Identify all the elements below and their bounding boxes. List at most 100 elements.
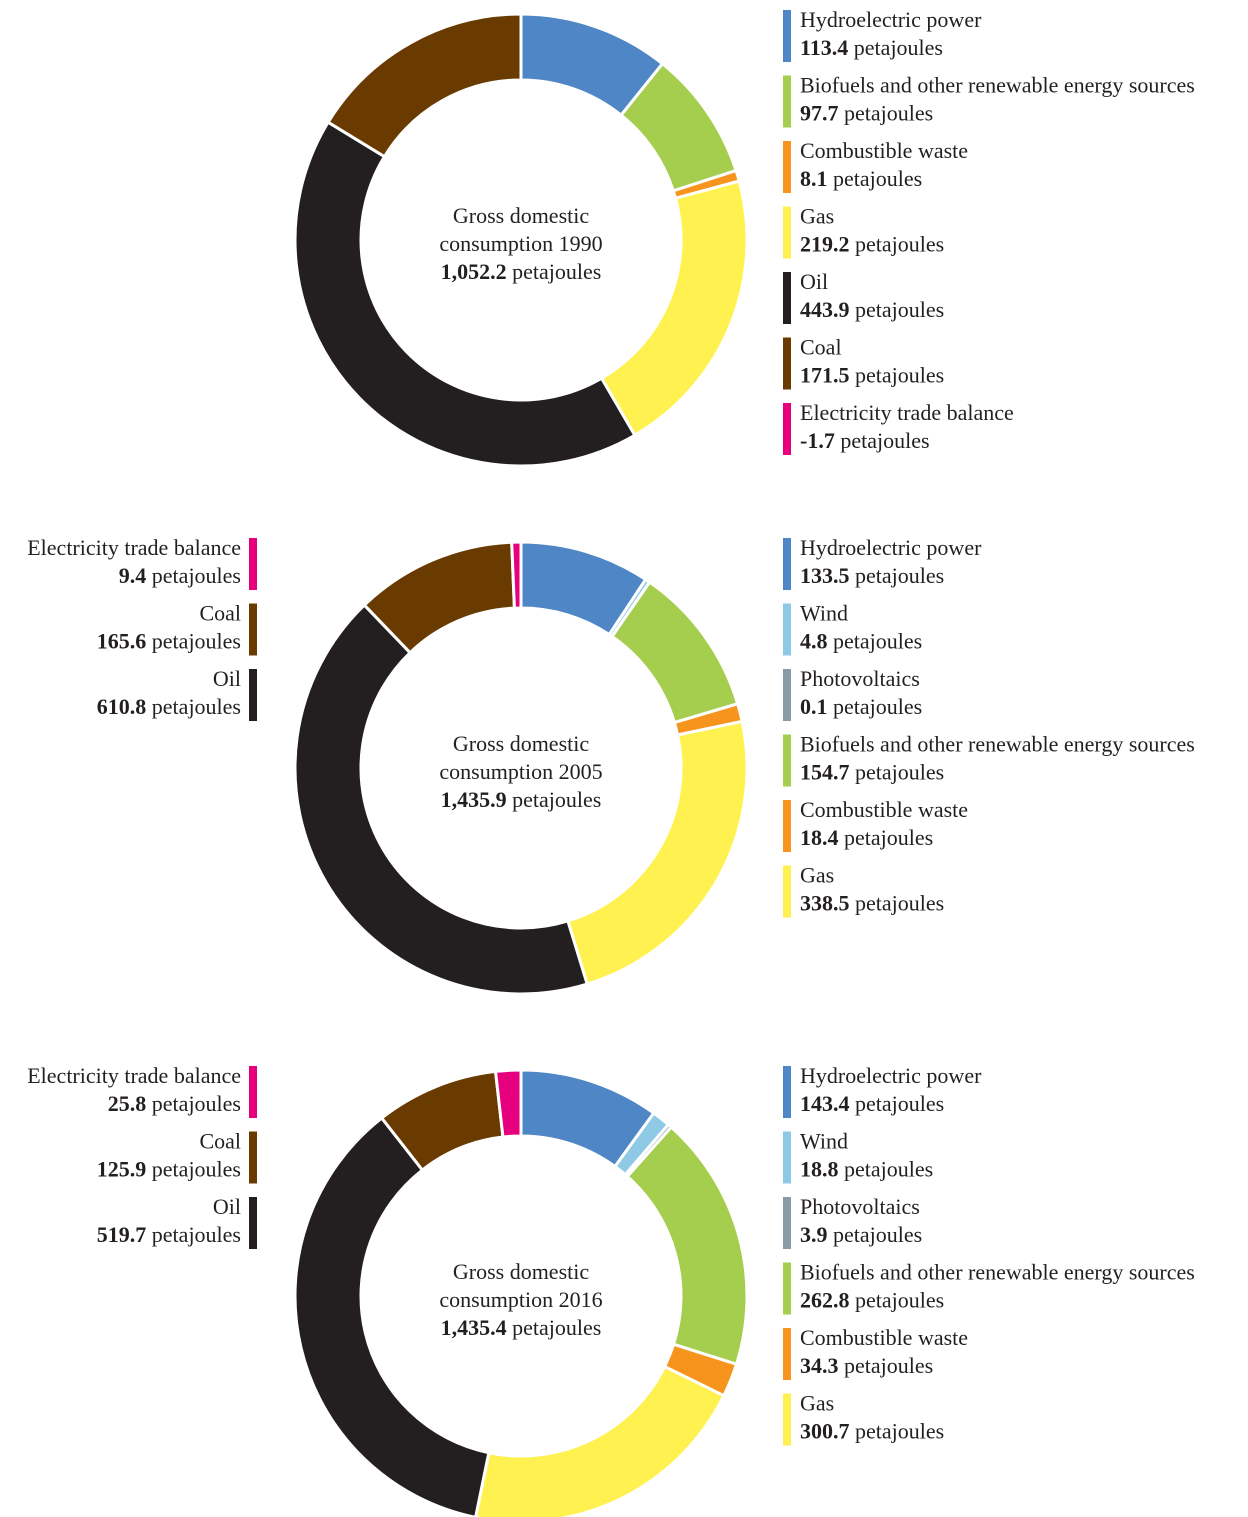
slice <box>293 120 637 468</box>
legend-label: Oil <box>213 1194 241 1219</box>
legend-swatch <box>783 669 791 721</box>
legend-swatch <box>783 272 791 324</box>
value-label: 519.7 <box>97 1222 147 1247</box>
slice <box>293 1115 491 1517</box>
legend-label: Electricity trade balance <box>800 400 1014 425</box>
value-label: 9.4 <box>119 563 147 588</box>
legend-swatch <box>783 734 791 787</box>
legend-label: Hydroelectric power <box>800 7 982 32</box>
center-total: 1,435.4 petajoules <box>441 1315 602 1340</box>
legend-label: Biofuels and other renewable energy sour… <box>800 73 1195 98</box>
unit: petajoules <box>152 1091 241 1116</box>
unit: petajoules <box>844 101 933 126</box>
legend-swatch <box>783 1197 791 1249</box>
center-total: 1,052.2 petajoules <box>441 259 602 284</box>
unit: petajoules <box>833 1222 922 1247</box>
legend-label: Electricity trade balance <box>27 535 241 560</box>
value-label: 171.5 <box>800 363 850 388</box>
unit: petajoules <box>152 1222 241 1247</box>
legend-value: 443.9 petajoules <box>800 297 944 322</box>
legend-value: 154.7 petajoules <box>800 760 944 785</box>
legend-swatch <box>783 75 791 128</box>
legend-label: Gas <box>800 204 834 229</box>
unit: petajoules <box>840 428 929 453</box>
legend-value: 143.4 petajoules <box>800 1091 944 1116</box>
legend-value: 4.8 petajoules <box>800 629 922 654</box>
unit: petajoules <box>855 1419 944 1444</box>
legend-value: 519.7 petajoules <box>97 1222 241 1247</box>
value-label: 0.1 <box>800 694 828 719</box>
legend-label: Wind <box>800 1129 848 1154</box>
legend-swatch <box>249 1066 257 1118</box>
legend-label: Gas <box>800 863 834 888</box>
value-label: 3.9 <box>800 1222 828 1247</box>
legend-swatch <box>783 800 791 852</box>
total-value: 1,435.9 <box>441 787 507 812</box>
legend-swatch <box>783 603 791 656</box>
legend-label: Wind <box>800 601 848 626</box>
donut-chart: Gross domestic consumption 2005 1,435.9 pe… <box>27 535 1195 996</box>
legend-value: 3.9 petajoules <box>800 1222 922 1247</box>
legend-value: 300.7 petajoules <box>800 1419 944 1444</box>
unit: petajoules <box>833 694 922 719</box>
center-label: consumption 1990 <box>439 231 602 256</box>
legend-label: Electricity trade balance <box>27 1063 241 1088</box>
legend-swatch <box>783 1393 791 1446</box>
value-label: 338.5 <box>800 891 850 916</box>
legend-label: Coal <box>199 601 241 626</box>
unit: petajoules <box>855 1288 944 1313</box>
donut-chart: Gross domestic consumption 2016 1,435.4 pe… <box>27 1063 1195 1517</box>
unit: petajoules <box>833 629 922 654</box>
legend-label: Coal <box>199 1129 241 1154</box>
legend-label: Combustible waste <box>800 1325 968 1350</box>
value-label: 25.8 <box>108 1091 147 1116</box>
legend-value: 34.3 petajoules <box>800 1353 933 1378</box>
value-label: 443.9 <box>800 297 850 322</box>
legend-label: Photovoltaics <box>800 666 920 691</box>
legend-value: 25.8 petajoules <box>108 1091 241 1116</box>
center-label: Gross domestic <box>453 731 590 756</box>
center-total: 1,435.9 petajoules <box>441 787 602 812</box>
total-value: 1,052.2 <box>441 259 507 284</box>
legend-swatch <box>783 10 791 62</box>
legend-value: 133.5 petajoules <box>800 563 944 588</box>
legend-label: Biofuels and other renewable energy sour… <box>800 1260 1195 1285</box>
slice <box>510 540 523 610</box>
value-label: 610.8 <box>97 694 147 719</box>
legend-swatch <box>783 538 791 590</box>
value-label: 18.4 <box>800 825 839 850</box>
unit: petajoules <box>844 1157 933 1182</box>
legend-label: Oil <box>213 666 241 691</box>
legend-value: 18.4 petajoules <box>800 825 933 850</box>
legend-swatch <box>783 141 791 193</box>
unit: petajoules <box>833 166 922 191</box>
total-value: 1,435.4 <box>441 1315 507 1340</box>
value-label: 154.7 <box>800 760 850 785</box>
slice <box>326 12 523 159</box>
slice <box>493 1068 523 1139</box>
value-label: 8.1 <box>800 166 828 191</box>
unit: petajoules <box>844 825 933 850</box>
legend-swatch <box>783 337 791 390</box>
legend-value: 97.7 petajoules <box>800 101 933 126</box>
unit: petajoules <box>512 1315 601 1340</box>
unit: petajoules <box>855 760 944 785</box>
legend-swatch <box>783 403 791 455</box>
legend-swatch <box>783 865 791 918</box>
center-label: Gross domestic <box>453 1259 590 1284</box>
slice <box>293 602 590 996</box>
legend-value: -1.7 petajoules <box>800 428 930 453</box>
legend-swatch <box>249 1131 257 1184</box>
unit: petajoules <box>855 563 944 588</box>
unit: petajoules <box>855 297 944 322</box>
unit: petajoules <box>152 1157 241 1182</box>
value-label: 18.8 <box>800 1157 839 1182</box>
value-label: 34.3 <box>800 1353 839 1378</box>
legend-swatch <box>783 1262 791 1315</box>
unit: petajoules <box>512 259 601 284</box>
unit: petajoules <box>152 629 241 654</box>
legend-value: 18.8 petajoules <box>800 1157 933 1182</box>
legend-swatch <box>783 1328 791 1380</box>
legend-label: Gas <box>800 1391 834 1416</box>
